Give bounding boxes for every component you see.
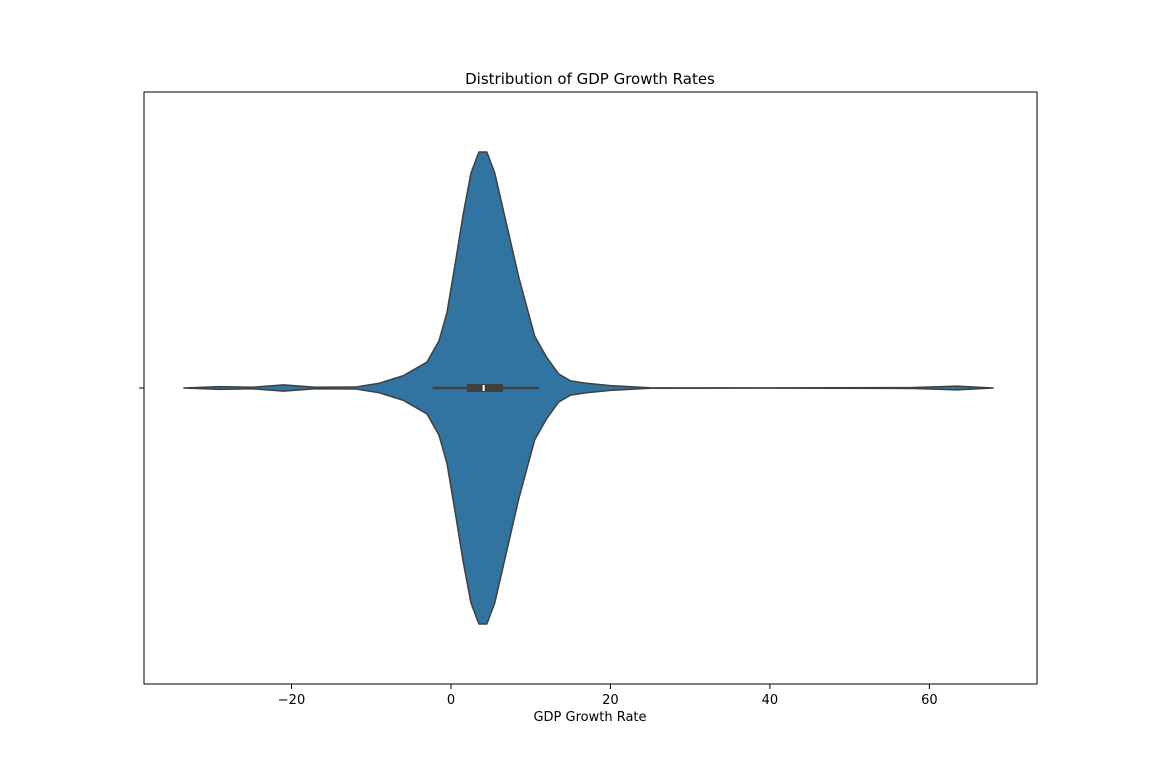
plot-area	[183, 151, 994, 625]
median-marker	[482, 385, 485, 391]
x-axis: −20 0 20 40 60	[278, 684, 938, 708]
iqr-box	[466, 384, 503, 392]
x-tick-label: −20	[278, 693, 305, 708]
x-tick-label: 20	[602, 693, 619, 708]
x-tick-label: 60	[921, 693, 938, 708]
x-axis-label: GDP Growth Rate	[533, 710, 646, 725]
chart-title: Distribution of GDP Growth Rates	[465, 70, 715, 88]
x-tick-label: 0	[447, 693, 455, 708]
violin-body	[183, 151, 994, 625]
x-tick-label: 40	[762, 693, 779, 708]
